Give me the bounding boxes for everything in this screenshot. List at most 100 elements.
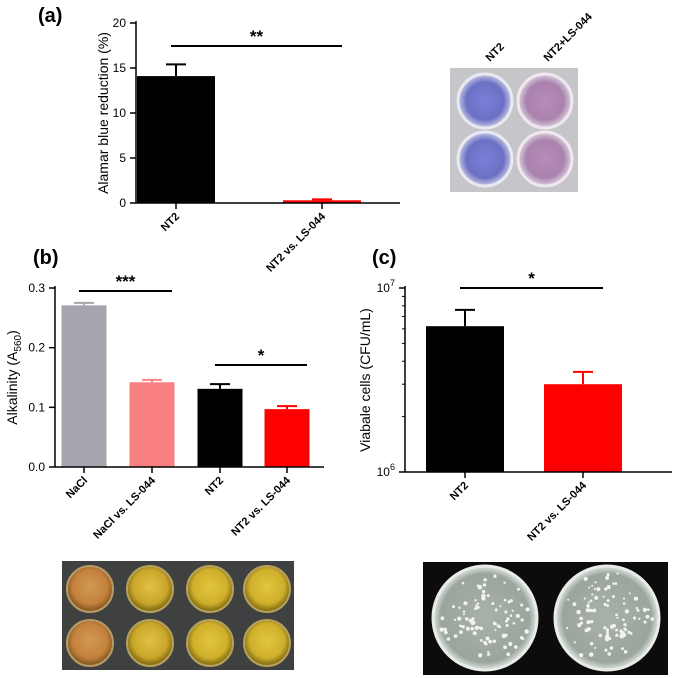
colony — [507, 600, 511, 604]
colony — [602, 595, 605, 598]
colony — [577, 622, 582, 628]
significance-label-b-0: *** — [116, 272, 136, 291]
colony — [478, 626, 481, 629]
y-axis-title-a: Alamar blue reduction (%) — [95, 32, 111, 194]
colony — [612, 582, 615, 585]
bar-b-0 — [61, 305, 107, 467]
colony — [451, 605, 456, 609]
bacterial-colonies — [439, 572, 655, 658]
well-blue — [456, 72, 514, 130]
y-tick-label-b-1: 0.1 — [28, 400, 45, 414]
colony — [491, 602, 495, 606]
colony — [589, 642, 594, 646]
colony — [477, 584, 483, 590]
colony — [464, 617, 469, 621]
colony — [509, 614, 513, 617]
well-blue — [456, 130, 514, 188]
colony — [525, 607, 530, 612]
colony — [472, 631, 477, 636]
colony — [504, 633, 508, 637]
y-tick-label-b-0: 0.0 — [28, 460, 45, 474]
colony — [603, 602, 607, 607]
colony — [589, 599, 593, 603]
colony — [453, 634, 458, 638]
photo-label-nt2-ls044: NT2+LS-044 — [542, 10, 596, 64]
colony — [483, 640, 487, 645]
colony — [628, 592, 631, 595]
colony — [612, 623, 616, 628]
colony — [603, 626, 607, 630]
colony — [607, 652, 612, 656]
well-yellow — [126, 565, 174, 613]
colony — [503, 598, 507, 602]
colony — [513, 645, 518, 649]
x-tick-label-b-0: NaCl — [64, 475, 90, 501]
colony — [590, 619, 594, 624]
significance-label-b-1: * — [258, 346, 265, 365]
colony — [592, 608, 597, 613]
colony — [487, 640, 491, 643]
colony — [504, 610, 508, 614]
colony — [636, 608, 640, 612]
agar-plate — [431, 564, 539, 672]
well-yellow — [243, 565, 291, 613]
colony — [645, 614, 650, 619]
colony — [462, 610, 466, 613]
colony — [609, 646, 614, 650]
significance-label-a-0: ** — [250, 27, 264, 46]
colony — [616, 572, 619, 575]
colony — [647, 608, 650, 611]
colony — [567, 598, 570, 601]
bar-a-0 — [137, 76, 215, 203]
x-tick-label-c-0: NT2 — [448, 480, 471, 503]
chart-c: 106 107 NT2 NT2 vs. LS-044 Viabale cells (CF… — [357, 269, 672, 543]
colony — [516, 587, 520, 591]
colony — [461, 581, 465, 585]
colony — [594, 581, 597, 584]
significance-label-c-0: * — [528, 269, 535, 288]
x-tick-label-b-1: NaCl vs. LS-044 — [91, 474, 158, 541]
x-tick-label-c-1: NT2 vs. LS-044 — [525, 479, 589, 543]
colony — [594, 595, 599, 600]
colony — [604, 648, 608, 652]
colony — [604, 587, 608, 591]
colony — [470, 620, 476, 625]
x-tick-label-a-1: NT2 vs. LS-044 — [264, 210, 328, 274]
colony — [511, 609, 514, 612]
well-yellow — [186, 619, 234, 667]
colony — [588, 652, 594, 657]
colony — [624, 609, 630, 614]
colony — [643, 620, 647, 624]
colony — [458, 630, 463, 635]
y-axis-title-b: Alkalinity (A560) — [4, 330, 24, 425]
colony — [524, 629, 529, 634]
colony — [493, 574, 497, 578]
colony — [520, 603, 524, 607]
y-tick-label-a-0: 0 — [119, 196, 126, 210]
colony — [483, 578, 487, 582]
colony — [482, 583, 487, 587]
bar-c-1 — [544, 384, 622, 472]
colony — [446, 637, 451, 641]
colony — [474, 607, 478, 611]
colony — [580, 621, 584, 625]
colony — [635, 606, 639, 610]
colony — [487, 653, 491, 656]
colony — [632, 616, 637, 620]
well-pink — [516, 72, 574, 130]
y-tick-label-a-3: 15 — [113, 61, 127, 75]
y-tick-label-c-1: 107 — [377, 278, 395, 295]
colony — [629, 632, 632, 635]
colony — [633, 596, 639, 601]
chart-b: 0.0 0.1 0.2 0.3 NaCl NaCl vs. LS-044 NT2 NT2 vs… — [4, 272, 324, 541]
colony — [585, 608, 590, 613]
colony — [506, 652, 511, 657]
colony — [614, 582, 618, 586]
colony — [611, 595, 615, 599]
y-tick-label-b-2: 0.2 — [28, 341, 45, 355]
y-axis-title-c: Viabale cells (CFU/mL) — [357, 308, 373, 452]
y-tick-label-a-2: 10 — [113, 106, 127, 120]
colony — [621, 647, 624, 650]
colony — [439, 627, 444, 632]
